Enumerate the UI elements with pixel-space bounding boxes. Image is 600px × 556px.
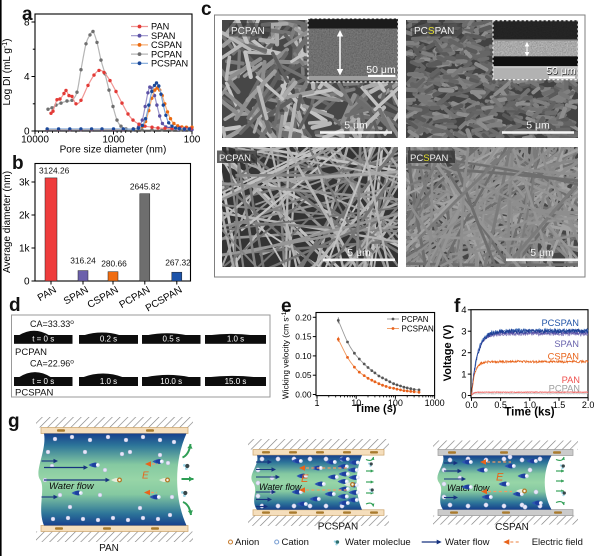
svg-text:2k: 2k [19,210,31,221]
svg-text:1.0 s: 1.0 s [100,377,117,386]
svg-text:PCPAN: PCPAN [402,315,429,324]
svg-text:Wicking velocity (cm s-1): Wicking velocity (cm s-1) [281,309,291,399]
svg-text:5 μm: 5 μm [526,120,550,132]
svg-text:3k: 3k [19,177,31,188]
svg-text:10: 10 [351,398,361,408]
svg-text:1.0 s: 1.0 s [227,335,244,344]
svg-text:Log DI (mL g-1): Log DI (mL g-1) [2,38,13,105]
svg-text:c: c [201,0,212,20]
svg-text:t = 0 s: t = 0 s [32,377,54,386]
svg-text:0.05: 0.05 [295,370,312,380]
svg-text:0.15: 0.15 [295,332,312,342]
svg-text:0.00: 0.00 [295,390,312,400]
svg-text:g: g [8,411,20,432]
svg-text:10000: 10000 [21,135,49,146]
svg-text:2: 2 [461,348,466,359]
svg-text:PCSPAN: PCSPAN [318,522,358,533]
svg-text:d: d [9,295,21,316]
svg-text:0.20: 0.20 [295,312,312,322]
svg-text:0.10: 0.10 [295,351,312,361]
svg-text:1: 1 [314,398,319,408]
svg-text:Water moleclue: Water moleclue [345,537,411,548]
svg-text:5 μm: 5 μm [347,247,371,259]
svg-text:E: E [142,471,149,482]
svg-text:PCSPAN: PCSPAN [414,26,454,37]
svg-text:15.0 s: 15.0 s [225,377,247,386]
svg-text:0.5 s: 0.5 s [163,335,180,344]
svg-text:PAN: PAN [99,543,119,554]
svg-text:PCSPAN: PCSPAN [151,59,188,69]
svg-text:100: 100 [184,135,201,146]
svg-text:CA=33.33o: CA=33.33o [30,319,74,329]
svg-text:267.32: 267.32 [165,258,191,268]
svg-text:0: 0 [24,126,30,137]
svg-text:Water flow: Water flow [49,481,95,492]
svg-text:SPAN: SPAN [554,339,579,349]
svg-text:PAN: PAN [151,22,169,32]
svg-text:PCSPAN: PCSPAN [541,318,579,328]
svg-text:b: b [12,153,24,174]
svg-text:CSPAN: CSPAN [151,40,182,50]
svg-text:3: 3 [461,326,466,337]
svg-text:t = 0 s: t = 0 s [32,335,54,344]
svg-text:3124.26: 3124.26 [39,166,70,176]
svg-text:4: 4 [461,305,466,316]
svg-text:PCPAN: PCPAN [219,153,251,164]
svg-text:Time (s): Time (s) [355,403,397,415]
svg-text:5 μm: 5 μm [530,247,554,259]
svg-text:Anion: Anion [235,537,259,548]
svg-text:CA=22.96o: CA=22.96o [30,359,74,369]
svg-text:Average diameter (nm): Average diameter (nm) [2,171,13,273]
svg-text:4: 4 [24,72,30,83]
svg-text:0.0: 0.0 [465,400,478,410]
svg-text:Water flow: Water flow [259,482,302,492]
svg-text:f: f [454,296,461,317]
svg-text:2.0: 2.0 [582,400,595,410]
svg-text:0.5: 0.5 [494,400,507,410]
svg-text:1000: 1000 [102,135,125,146]
svg-text:Voltage (V): Voltage (V) [442,324,454,381]
svg-text:1000: 1000 [425,398,445,408]
svg-text:50 μm: 50 μm [547,66,577,78]
svg-text:E: E [496,472,504,484]
svg-text:PCSPAN: PCSPAN [15,388,54,399]
svg-text:CSPAN: CSPAN [548,352,579,362]
svg-text:Cation: Cation [282,537,309,548]
svg-text:1.0: 1.0 [524,400,537,410]
svg-text:1.5: 1.5 [553,400,566,410]
svg-text:5 μm: 5 μm [344,120,368,132]
svg-text:10.0 s: 10.0 s [160,377,182,386]
svg-text:100: 100 [388,398,403,408]
svg-text:50 μm: 50 μm [366,64,396,76]
svg-text:316.24: 316.24 [70,256,96,266]
svg-text:Time (ks): Time (ks) [504,407,554,419]
svg-text:Pore size diameter (nm): Pore size diameter (nm) [60,145,167,156]
svg-text:PCSPAN: PCSPAN [402,324,435,333]
svg-text:0.2 s: 0.2 s [100,335,117,344]
svg-text:0: 0 [461,391,466,402]
svg-text:50 μm: 50 μm [546,65,576,77]
svg-text:1: 1 [461,369,466,380]
svg-text:PCPAN: PCPAN [151,49,182,59]
svg-text:E: E [301,473,309,485]
svg-text:Electric field: Electric field [532,537,583,548]
svg-text:a: a [22,4,33,25]
svg-text:PCPAN: PCPAN [231,26,265,37]
svg-text:0: 0 [24,276,30,287]
svg-text:PAN: PAN [562,375,580,385]
svg-text:CSPAN: CSPAN [495,522,529,533]
svg-text:1k: 1k [19,243,31,254]
svg-text:2645.82: 2645.82 [130,182,161,192]
svg-text:PCSPAN: PCSPAN [410,153,449,164]
svg-text:SPAN: SPAN [151,31,175,41]
svg-text:8: 8 [24,17,30,28]
svg-text:280.66: 280.66 [101,259,127,269]
svg-text:e: e [281,296,292,317]
svg-text:PCPAN: PCPAN [15,347,47,358]
svg-text:PCPAN: PCPAN [549,384,580,394]
svg-text:Water flow: Water flow [445,537,490,548]
